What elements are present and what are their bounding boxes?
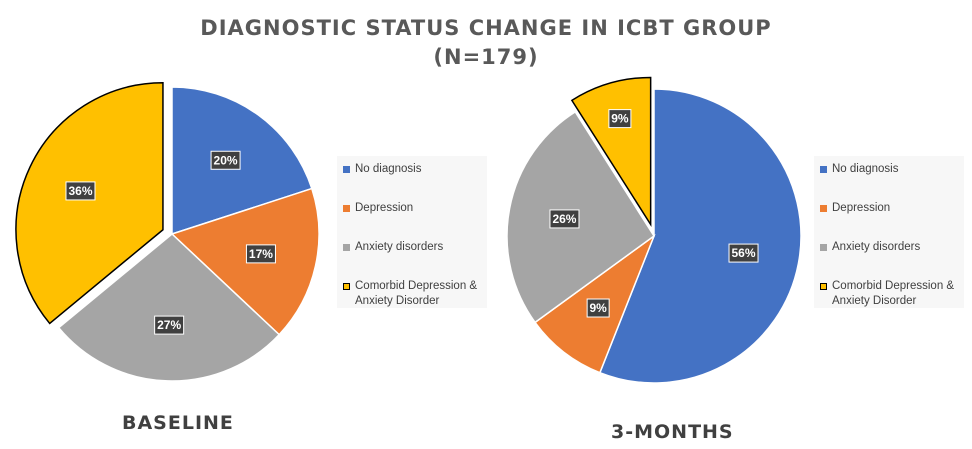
data-label: 9% — [586, 298, 610, 318]
legend-label: Comorbid Depression & Anxiety Disorder — [355, 280, 478, 307]
data-label: 9% — [608, 109, 632, 129]
legend-item: Anxiety disorders — [820, 240, 964, 279]
data-label-text: 20% — [214, 153, 238, 167]
data-label-box — [586, 298, 610, 318]
data-label-box — [210, 150, 241, 170]
legend-swatch — [343, 205, 350, 212]
legend-item: Depression — [343, 201, 487, 240]
data-label-text: 27% — [157, 318, 181, 332]
data-label: 20% — [210, 150, 241, 170]
legend-item: No diagnosis — [820, 162, 964, 201]
pie-slice-depression — [170, 187, 320, 336]
chart-subtitle: (N=179) — [433, 45, 539, 69]
legend-label: Depression — [832, 202, 891, 214]
legend-item: Anxiety disorders — [343, 240, 487, 279]
legend-swatch — [820, 283, 827, 290]
legend-swatch — [343, 283, 350, 290]
legend-label: Anxiety disorders — [355, 241, 444, 253]
data-label-box — [245, 244, 276, 264]
legend-item: Depression — [820, 201, 964, 240]
legend-swatch — [343, 244, 350, 251]
legend-swatch — [820, 166, 827, 173]
legend-label: Depression — [355, 202, 414, 214]
data-label-text: 9% — [611, 112, 629, 126]
legend-swatch — [820, 244, 827, 251]
data-label-text: 26% — [552, 212, 576, 226]
legend-label: No diagnosis — [355, 163, 422, 175]
pie-slice-no-diagnosis — [598, 88, 802, 384]
data-label-box — [549, 209, 580, 229]
legend-label: Comorbid Depression & Anxiety Disorder — [832, 280, 955, 307]
data-label-box — [728, 243, 759, 263]
data-label-box — [608, 109, 632, 129]
data-label-text: 56% — [732, 246, 756, 260]
legend-item: Comorbid Depression & Anxiety Disorder — [343, 279, 487, 318]
pie-slice-comorbid-depression-anxiety-disorder — [15, 81, 164, 325]
data-label: 36% — [65, 181, 96, 201]
pie-slice-anxiety-disorders — [506, 110, 656, 324]
legend-item: No diagnosis — [343, 162, 487, 201]
3-months-label: 3-MONTHS — [611, 421, 734, 443]
legend-label: Anxiety disorders — [832, 241, 921, 253]
data-label: 56% — [728, 243, 759, 263]
legend-label: No diagnosis — [832, 163, 899, 175]
data-label-text: 36% — [68, 184, 92, 198]
legend-item: Comorbid Depression & Anxiety Disorder — [820, 279, 964, 318]
legend-swatch — [820, 205, 827, 212]
legend-baseline: No diagnosis Depression Anxiety disorder… — [337, 156, 487, 308]
data-label-box — [65, 181, 96, 201]
data-label-text: 17% — [249, 247, 273, 261]
baseline-label: BASELINE — [122, 412, 234, 434]
data-label-text: 9% — [589, 301, 607, 315]
data-label: 27% — [154, 315, 185, 335]
legend-3-months: No diagnosis Depression Anxiety disorder… — [814, 156, 964, 308]
data-label: 26% — [549, 209, 580, 229]
pie-slice-anxiety-disorders — [57, 233, 281, 382]
chart-title: DIAGNOSTIC STATUS CHANGE IN ICBT GROUP — [200, 16, 772, 40]
legend-swatch — [343, 166, 350, 173]
data-label: 17% — [245, 244, 276, 264]
pie-slice-no-diagnosis — [171, 86, 313, 236]
data-label-box — [154, 315, 185, 335]
